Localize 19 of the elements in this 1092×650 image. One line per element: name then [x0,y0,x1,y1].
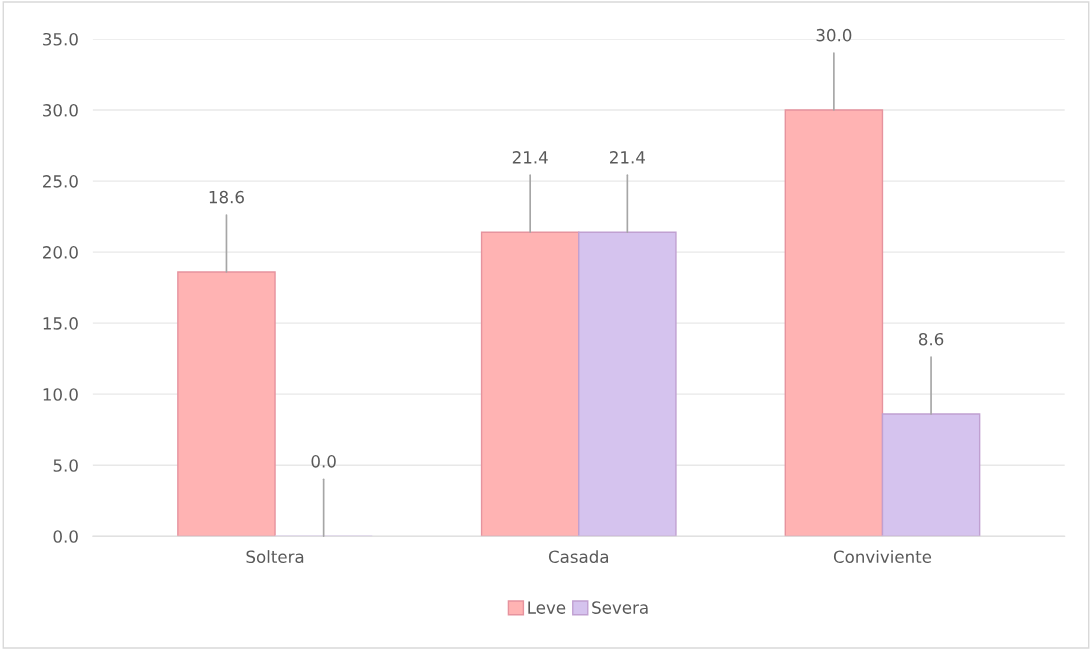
data-label: 18.6 [209,190,244,204]
y-tick-label: 15.0 [43,317,78,330]
y-tick-label: 10.0 [43,388,78,401]
x-tick-label: Casada [548,550,609,564]
data-label: 21.4 [512,151,548,164]
y-tick-label: 5.0 [53,459,78,472]
data-label: 21.4 [610,151,645,164]
y-tick-label: 30.0 [43,104,78,117]
x-tick-label: Soltera [246,550,304,564]
data-label: 8.6 [918,332,944,346]
y-tick-label: 0.0 [53,530,78,543]
legend-label: Severa [592,601,648,614]
y-tick-label: 20.0 [43,246,78,259]
y-tick-label: 25.0 [43,175,78,188]
y-tick-label: 35.0 [43,32,78,46]
data-label: 0.0 [311,455,336,468]
data-label: 30.0 [816,28,852,42]
legend-label: Leve [528,601,566,614]
x-tick-label: Conviviente [833,550,932,564]
